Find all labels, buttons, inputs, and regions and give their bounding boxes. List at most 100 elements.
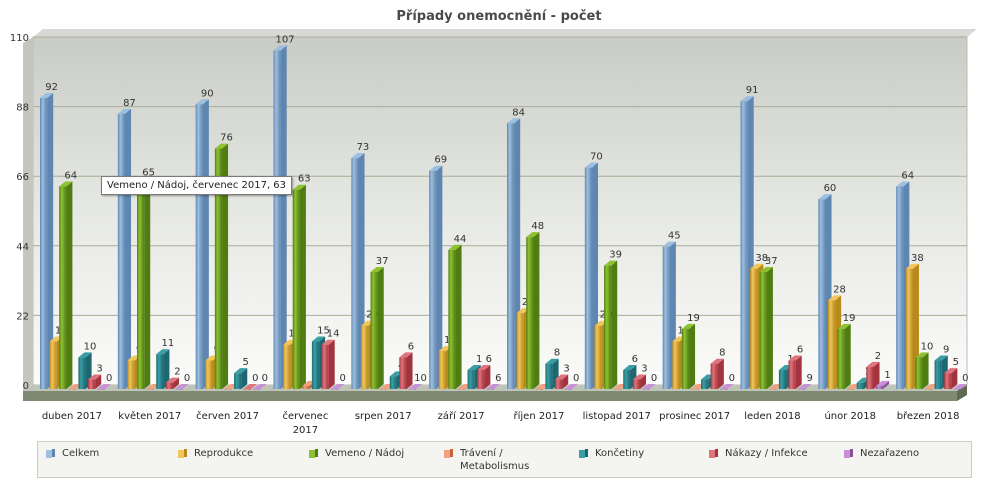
data-label: 38 [755, 253, 768, 264]
bar [408, 389, 417, 390]
bar-top [448, 244, 462, 250]
bar-side [436, 165, 443, 389]
bar-side [377, 266, 384, 389]
data-label: 107 [276, 34, 295, 45]
data-label: 2 [174, 367, 180, 378]
bar [429, 170, 437, 389]
bar-top [214, 143, 229, 149]
plot-side-wall [23, 37, 33, 391]
data-label: 37 [765, 256, 778, 267]
bar [389, 376, 397, 389]
legend-item[interactable]: Trávení / Metabolismus [444, 447, 529, 473]
data-label: 3 [563, 364, 569, 375]
bar-side [173, 377, 180, 389]
bar [720, 389, 728, 390]
bar [68, 389, 76, 390]
bar [915, 357, 923, 389]
bar-top [97, 384, 111, 389]
legend-swatch [309, 448, 318, 458]
data-label: 28 [833, 284, 846, 295]
bar [662, 246, 670, 389]
data-label: 69 [434, 155, 447, 166]
data-label: 0 [340, 373, 346, 384]
data-label: 0 [106, 373, 112, 384]
bar-top [564, 384, 578, 389]
bar-side [795, 355, 802, 389]
bar-top [944, 368, 958, 374]
bar [953, 389, 961, 390]
bar-side [95, 374, 102, 389]
bar-top [78, 352, 92, 358]
bar-top [243, 384, 257, 389]
legend-label: Trávení / Metabolismus [460, 448, 530, 472]
bar [273, 50, 281, 390]
bar [896, 186, 904, 389]
data-label: 65 [142, 167, 155, 178]
data-label: 11 [161, 338, 174, 349]
bar-side [241, 368, 248, 389]
chart-title: Případy onemocnění - počet [396, 9, 602, 24]
bar [769, 389, 777, 390]
bar-top [156, 349, 170, 355]
data-label: 19 [687, 313, 700, 324]
bar-top [837, 323, 851, 329]
bar-top [40, 92, 54, 98]
bar [234, 373, 242, 389]
data-label: 70 [590, 152, 603, 163]
bar [97, 389, 105, 390]
data-label: 9 [807, 373, 813, 384]
bar [156, 354, 164, 389]
data-label: 10 [414, 373, 427, 384]
legend-item[interactable]: Reprodukce [178, 447, 253, 460]
bar [165, 382, 174, 389]
bar [681, 328, 690, 389]
bar-side [689, 323, 696, 389]
bar [604, 265, 612, 389]
bar [856, 382, 864, 389]
data-label: 3 [96, 364, 102, 375]
legend-item[interactable]: Vemeno / Nádoj [309, 447, 404, 460]
bar [360, 325, 369, 389]
plot-area [32, 36, 968, 386]
bar-side [280, 45, 287, 390]
bar-top [253, 384, 267, 389]
bar-side [533, 232, 540, 389]
data-label: 0 [184, 373, 190, 384]
y-tick-label: 110 [10, 33, 29, 44]
bar [253, 389, 261, 390]
bar-top [331, 384, 345, 389]
bar [632, 379, 641, 389]
legend-item[interactable]: Nezařazeno [844, 447, 919, 460]
bar [477, 370, 485, 389]
bar [175, 389, 183, 390]
legend-item[interactable]: Končetiny [579, 447, 644, 460]
x-tick-label: září 2017 [438, 410, 485, 422]
bar-top [710, 358, 724, 364]
bar-side [66, 181, 73, 389]
data-label: 6 [632, 354, 638, 365]
bar [88, 379, 96, 389]
legend-label: Reprodukce [194, 448, 254, 459]
legend-item[interactable]: Celkem [46, 447, 99, 460]
bar-top [234, 368, 248, 374]
bar-top [408, 384, 423, 389]
bar [905, 268, 913, 389]
bar-top [953, 384, 967, 389]
data-label: 64 [901, 171, 914, 182]
bar [127, 360, 135, 389]
legend-item[interactable]: Nákazy / Infekce [709, 447, 808, 460]
bar [205, 360, 213, 389]
bar-top [896, 181, 910, 187]
y-tick-label: 0 [23, 381, 29, 392]
data-label: 10 [84, 341, 97, 352]
bar [555, 379, 563, 389]
bar-top [195, 99, 209, 105]
data-label: 92 [45, 82, 58, 93]
bar [467, 370, 475, 389]
legend-label: Nezařazeno [860, 448, 920, 459]
bar [701, 379, 709, 389]
x-tick-label: březen 2018 [897, 410, 960, 422]
data-label: 0 [573, 373, 579, 384]
bar-top [934, 355, 948, 361]
